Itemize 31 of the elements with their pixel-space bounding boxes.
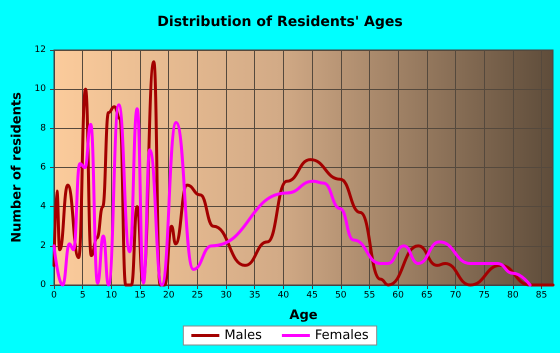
x-tick-label: 75 (478, 290, 490, 300)
x-tick-label: 80 (507, 290, 519, 300)
y-tick-label: 6 (40, 162, 46, 172)
x-tick-label: 40 (278, 290, 290, 300)
y-tick-label: 12 (34, 45, 46, 55)
x-tick-label: 85 (536, 290, 548, 300)
y-tick-label: 10 (34, 84, 46, 94)
x-tick-label: 35 (249, 290, 260, 300)
x-tick-label: 5 (80, 290, 86, 300)
x-axis-title: Age (289, 308, 318, 323)
x-tick-label: 60 (392, 290, 404, 300)
y-tick-label: 8 (40, 123, 46, 134)
x-tick-label: 70 (450, 290, 462, 300)
legend-label: Females (314, 328, 369, 343)
y-tick-label: 0 (40, 280, 46, 290)
y-tick-label: 4 (40, 202, 46, 212)
x-tick-label: 0 (51, 290, 58, 300)
x-tick-label: 55 (364, 290, 376, 300)
x-tick-label: 50 (335, 290, 347, 300)
x-tick-label: 30 (220, 290, 232, 300)
chart-title: Distribution of Residents' Ages (157, 14, 403, 30)
y-tick-label: 2 (40, 240, 46, 251)
x-tick-label: 15 (134, 290, 146, 300)
legend-label: Males (224, 328, 262, 343)
line-series (52, 103, 532, 286)
x-tick-label: 10 (106, 290, 118, 300)
x-tick-label: 25 (192, 290, 204, 300)
x-tick-label: 20 (162, 290, 175, 300)
x-tick-label: 65 (421, 290, 433, 300)
x-tick-label: 45 (306, 290, 318, 300)
y-axis-title: Number of residents (10, 92, 25, 243)
